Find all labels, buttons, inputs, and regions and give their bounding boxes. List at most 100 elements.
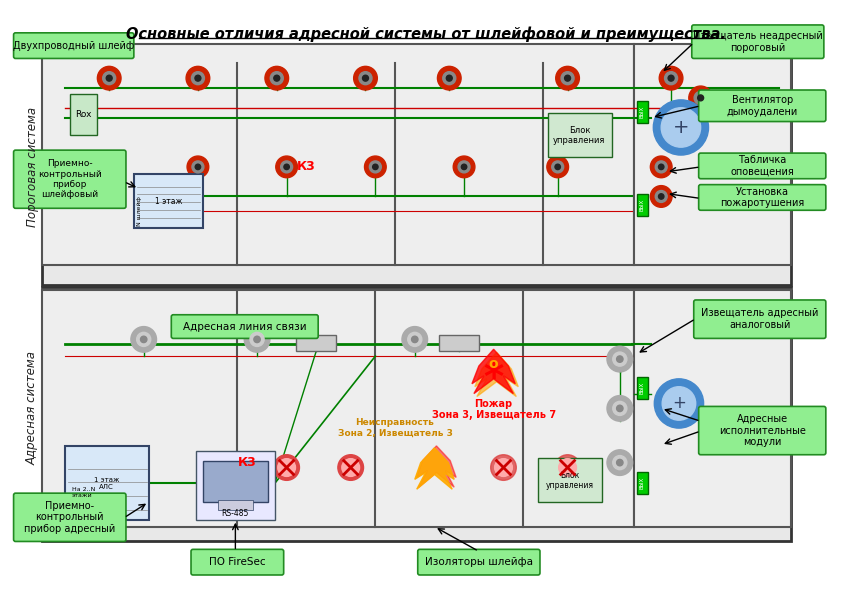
Bar <box>65 446 149 520</box>
Text: К3: К3 <box>297 161 316 173</box>
Bar <box>203 461 268 502</box>
Circle shape <box>284 164 290 170</box>
Text: Вентилятор
дымоудалени: Вентилятор дымоудалени <box>727 95 798 117</box>
Circle shape <box>453 156 475 178</box>
Circle shape <box>408 333 422 346</box>
Bar <box>70 94 98 135</box>
Text: ПО FireSec: ПО FireSec <box>209 557 266 567</box>
Text: ВЫХ: ВЫХ <box>640 381 645 394</box>
Circle shape <box>653 100 708 155</box>
Circle shape <box>192 161 204 173</box>
Circle shape <box>195 164 200 170</box>
Polygon shape <box>417 446 456 487</box>
Circle shape <box>655 161 667 173</box>
Circle shape <box>265 67 289 90</box>
Bar <box>296 336 336 351</box>
FancyBboxPatch shape <box>418 549 540 575</box>
Bar <box>637 377 648 399</box>
Bar <box>637 195 648 216</box>
Bar <box>634 290 791 527</box>
Text: Адресная линия связи: Адресная линия связи <box>183 321 306 331</box>
Circle shape <box>559 459 577 477</box>
Circle shape <box>191 71 205 84</box>
Circle shape <box>278 459 296 477</box>
Text: Приемно-
контрольный
прибор адресный: Приемно- контрольный прибор адресный <box>24 501 115 534</box>
Bar <box>217 500 253 510</box>
Circle shape <box>354 67 377 90</box>
Bar <box>42 290 791 541</box>
Circle shape <box>613 402 626 415</box>
Circle shape <box>546 156 568 178</box>
FancyBboxPatch shape <box>191 549 284 575</box>
Circle shape <box>616 405 623 412</box>
Circle shape <box>491 455 516 480</box>
Text: Извещатель неадресный
пороговый: Извещатель неадресный пороговый <box>693 31 823 52</box>
FancyBboxPatch shape <box>699 406 826 455</box>
Text: Двухпроводный шлейф: Двухпроводный шлейф <box>13 40 135 51</box>
Circle shape <box>461 164 466 170</box>
FancyBboxPatch shape <box>13 150 126 208</box>
Circle shape <box>373 164 378 170</box>
Bar <box>134 174 203 228</box>
Text: 1 этаж: 1 этаж <box>155 197 182 206</box>
Text: К3: К3 <box>237 456 257 469</box>
FancyBboxPatch shape <box>13 33 134 58</box>
Text: ВЫХ: ВЫХ <box>640 477 645 490</box>
Circle shape <box>98 67 121 90</box>
Text: Приемно-
контрольный
прибор
шлейфовый: Приемно- контрольный прибор шлейфовый <box>38 159 102 199</box>
Circle shape <box>613 456 626 469</box>
Circle shape <box>694 92 707 104</box>
Circle shape <box>274 455 300 480</box>
Circle shape <box>402 327 428 352</box>
Circle shape <box>650 156 672 178</box>
Circle shape <box>342 459 360 477</box>
Text: Пожар
Зона 3, Извещатель 7: Пожар Зона 3, Извещатель 7 <box>432 399 556 420</box>
Circle shape <box>187 156 209 178</box>
Text: 1 этаж
АЛС: 1 этаж АЛС <box>93 477 119 490</box>
Circle shape <box>655 190 667 202</box>
Text: Изоляторы шлейфа: Изоляторы шлейфа <box>425 557 533 567</box>
Circle shape <box>280 161 293 173</box>
Circle shape <box>662 387 695 420</box>
Bar <box>42 290 634 527</box>
Circle shape <box>607 450 632 475</box>
Circle shape <box>363 75 369 81</box>
Circle shape <box>658 194 664 199</box>
Circle shape <box>195 75 201 81</box>
Text: RS-485: RS-485 <box>221 509 249 518</box>
Text: Блок
управления: Блок управления <box>553 126 605 145</box>
Circle shape <box>556 67 579 90</box>
Bar <box>634 43 791 265</box>
Bar <box>637 472 648 494</box>
Circle shape <box>412 336 418 343</box>
Circle shape <box>658 164 664 170</box>
Circle shape <box>616 459 623 466</box>
Text: Извещатель адресный
аналоговый: Извещатель адресный аналоговый <box>701 308 818 330</box>
Text: N шлейф: N шлейф <box>136 196 142 226</box>
Circle shape <box>698 95 704 101</box>
Circle shape <box>446 75 452 81</box>
Text: На 2..N
этажи: На 2..N этажи <box>72 487 95 497</box>
FancyBboxPatch shape <box>699 153 826 178</box>
Circle shape <box>270 71 283 84</box>
Bar <box>196 451 274 520</box>
Bar <box>637 101 648 123</box>
Circle shape <box>616 356 623 362</box>
Circle shape <box>664 71 678 84</box>
Circle shape <box>106 75 112 81</box>
Text: Установка
пожаротушения: Установка пожаротушения <box>720 187 804 208</box>
Polygon shape <box>415 448 454 489</box>
Bar <box>42 43 791 285</box>
Text: o: o <box>489 357 498 371</box>
Circle shape <box>136 333 151 346</box>
Circle shape <box>438 67 461 90</box>
Circle shape <box>561 71 574 84</box>
Circle shape <box>659 67 683 90</box>
Circle shape <box>250 333 264 346</box>
Circle shape <box>244 327 270 352</box>
Circle shape <box>689 86 712 109</box>
Circle shape <box>443 71 456 84</box>
Circle shape <box>131 327 157 352</box>
FancyBboxPatch shape <box>699 90 826 121</box>
Circle shape <box>607 346 632 372</box>
